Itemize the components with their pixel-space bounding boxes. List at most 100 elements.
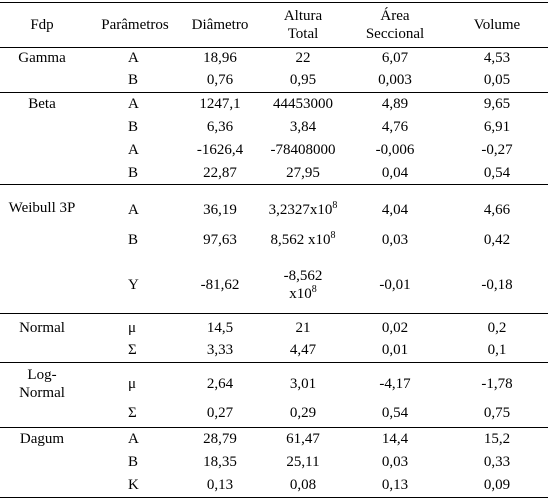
value-cell: 4,76	[381, 119, 409, 135]
value-cell: 0,03	[381, 454, 409, 470]
parameter: μ	[128, 320, 137, 336]
value-cell: 0,09	[483, 477, 511, 493]
value-cell: 44453000	[273, 96, 333, 112]
value-cell: 14,4	[381, 431, 409, 447]
value-cell: 22,87	[203, 165, 237, 181]
value-cell: 25,11	[286, 454, 320, 470]
value-cell: 14,5	[206, 320, 234, 336]
fdp-label: Weibull 3P	[8, 200, 76, 216]
value-cell: 0,75	[483, 405, 511, 421]
rule	[0, 313, 548, 314]
fdp-label: Dagum	[19, 431, 65, 447]
value-cell: 0,54	[381, 405, 409, 421]
parameter: B	[128, 119, 139, 135]
rule	[0, 92, 548, 93]
cell-exponent: 8	[330, 230, 336, 241]
value-cell: 4,53	[483, 50, 511, 66]
value-cell: 0,01	[381, 342, 409, 358]
parameter: A	[128, 431, 139, 447]
value-cell: 4,47	[289, 342, 317, 358]
value-cell: 0,27	[206, 405, 234, 421]
value-cell: -78408000	[270, 142, 336, 158]
value-cell: 18,35	[203, 454, 237, 470]
value-cell: 6,91	[483, 119, 511, 135]
value-cell: 6,07	[381, 50, 409, 66]
parameter: A	[128, 96, 139, 112]
cell-exponent: 8	[332, 200, 338, 211]
value-cell: -8,562 x108	[273, 267, 333, 303]
value-cell: 0,33	[483, 454, 511, 470]
parameter: Σ	[128, 405, 137, 421]
value-cell: 0,1	[487, 342, 507, 358]
header-cell: Parâmetros	[101, 17, 169, 33]
header-cell: Volume	[473, 17, 521, 33]
rule	[0, 2, 548, 3]
value-cell: 4,89	[381, 96, 409, 112]
parameter: Σ	[128, 342, 137, 358]
parameter: Υ	[128, 277, 139, 293]
value-cell: 1247,1	[199, 96, 241, 112]
value-cell: 0,02	[381, 320, 409, 336]
value-cell: -1626,4	[196, 142, 244, 158]
rule	[0, 184, 548, 185]
value-cell: 0,04	[381, 165, 409, 181]
parameter: B	[128, 72, 139, 88]
value-cell: 0,13	[381, 477, 409, 493]
value-cell: 22	[295, 50, 311, 66]
value-cell: 21	[295, 320, 311, 336]
value-cell: 0,95	[289, 72, 317, 88]
value-cell: 9,65	[483, 96, 511, 112]
value-cell: 15,2	[483, 431, 511, 447]
value-cell: 0,003	[378, 72, 412, 88]
value-cell: 28,79	[203, 431, 237, 447]
value-cell: 0,54	[483, 165, 511, 181]
value-cell: -0,006	[375, 142, 415, 158]
value-cell: 3,33	[206, 342, 234, 358]
value-cell: 0,2	[487, 320, 507, 336]
value-cell: 0,05	[483, 72, 511, 88]
value-cell: 18,96	[203, 50, 237, 66]
value-cell: -0,27	[481, 142, 513, 158]
value-cell: 3,2327x108	[261, 201, 346, 219]
rule	[0, 427, 548, 428]
parameter: B	[128, 165, 139, 181]
value-cell: 97,63	[203, 232, 237, 248]
header-cell: Área Seccional	[365, 8, 425, 42]
cell-base: 8,562 x10	[270, 232, 331, 248]
parameter: A	[128, 142, 139, 158]
value-cell: 0,03	[381, 232, 409, 248]
value-cell: -4,17	[379, 376, 411, 392]
value-cell: 4,04	[381, 202, 409, 218]
value-cell: 0,29	[289, 405, 317, 421]
fdp-label: Gamma	[18, 50, 66, 66]
value-cell: -1,78	[481, 376, 513, 392]
rule	[0, 497, 548, 498]
fdp-label: Beta	[28, 96, 56, 112]
parameter: A	[128, 202, 139, 218]
parameter: K	[128, 477, 139, 493]
value-cell: -0,01	[379, 277, 411, 293]
fdp-label: Log-Normal	[19, 367, 65, 401]
value-cell: -0,18	[481, 277, 513, 293]
parameter: B	[128, 232, 139, 248]
cell-base: -8,562 x10	[283, 268, 323, 302]
rule	[0, 47, 548, 48]
value-cell: 61,47	[286, 431, 320, 447]
header-cell: Altura Total	[283, 8, 323, 42]
value-cell: 27,95	[286, 165, 320, 181]
header-cell: Diâmetro	[191, 17, 249, 33]
parameter: B	[128, 454, 139, 470]
value-cell: 3,84	[289, 119, 317, 135]
value-cell: 3,01	[289, 376, 317, 392]
cell-exponent: 8	[311, 284, 317, 295]
value-cell: 4,66	[483, 202, 511, 218]
value-cell: 8,562 x108	[261, 231, 346, 249]
value-cell: 0,13	[206, 477, 234, 493]
value-cell: 0,08	[289, 477, 317, 493]
value-cell: -81,62	[200, 277, 240, 293]
value-cell: 0,42	[483, 232, 511, 248]
parameter: μ	[128, 376, 137, 392]
cell-base: 3,2327x10	[268, 202, 333, 218]
value-cell: 2,64	[206, 376, 234, 392]
